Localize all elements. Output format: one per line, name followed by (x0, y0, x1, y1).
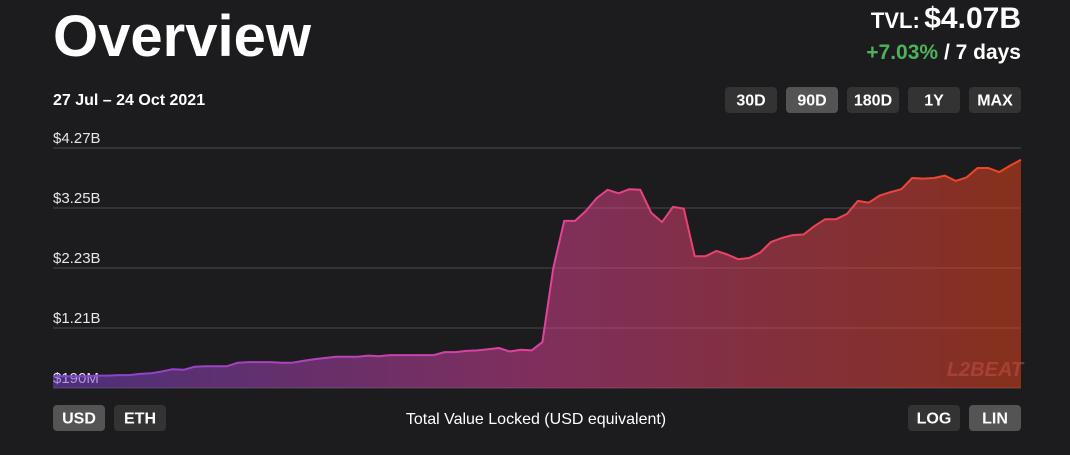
y-tick-label: $3.25B (53, 190, 101, 207)
button-bg (786, 87, 838, 113)
tvl-value: $4.07B (924, 2, 1021, 35)
button-label: LOG (917, 411, 952, 428)
button-label: MAX (977, 93, 1013, 110)
button-bg (969, 405, 1021, 431)
button-label: 90D (797, 93, 826, 110)
button-label: 30D (736, 93, 765, 110)
tvl-label: TVL: (871, 8, 920, 33)
line (53, 158, 1022, 378)
toggle-button[interactable]: LOG (908, 405, 960, 431)
y-tick-label: $4.27B (53, 130, 101, 147)
button-label: ETH (124, 411, 156, 428)
toggle-button[interactable]: USD (53, 405, 105, 431)
button-bg (908, 87, 960, 113)
tvl: TVL: $4.07B (871, 2, 1021, 35)
toggle-button[interactable]: 30D (725, 87, 777, 113)
y-tick-label: $1.21B (53, 310, 101, 327)
button-bg (725, 87, 777, 113)
toggle-button[interactable]: ETH (114, 405, 166, 431)
x-axis-label: Total Value Locked (USD equivalent) (406, 411, 666, 428)
toggle-button[interactable]: 1Y (908, 87, 960, 113)
y-tick-label: $2.23B (53, 250, 101, 267)
button-bg (847, 87, 899, 113)
period: / 7 days (944, 41, 1021, 64)
button-label: LIN (982, 411, 1008, 428)
date-range: 27 Jul – 24 Oct 2021 (53, 92, 205, 109)
tvl-change: +7.03% / 7 days (866, 41, 1021, 64)
toggle-button[interactable]: 180D (847, 87, 899, 113)
button-label: USD (62, 411, 96, 428)
page-title: Overview (53, 4, 312, 69)
change: +7.03% (866, 41, 938, 64)
button-bg (53, 405, 105, 431)
area-fill (53, 159, 1021, 388)
toggle-button[interactable]: 90D (786, 87, 838, 113)
button-bg (908, 405, 960, 431)
button-bg (969, 87, 1021, 113)
toggle-button[interactable]: LIN (969, 405, 1021, 431)
button-label: 180D (854, 93, 892, 110)
toggle-button[interactable]: MAX (969, 87, 1021, 113)
button-bg (114, 405, 166, 431)
button-label: 1Y (924, 93, 944, 110)
